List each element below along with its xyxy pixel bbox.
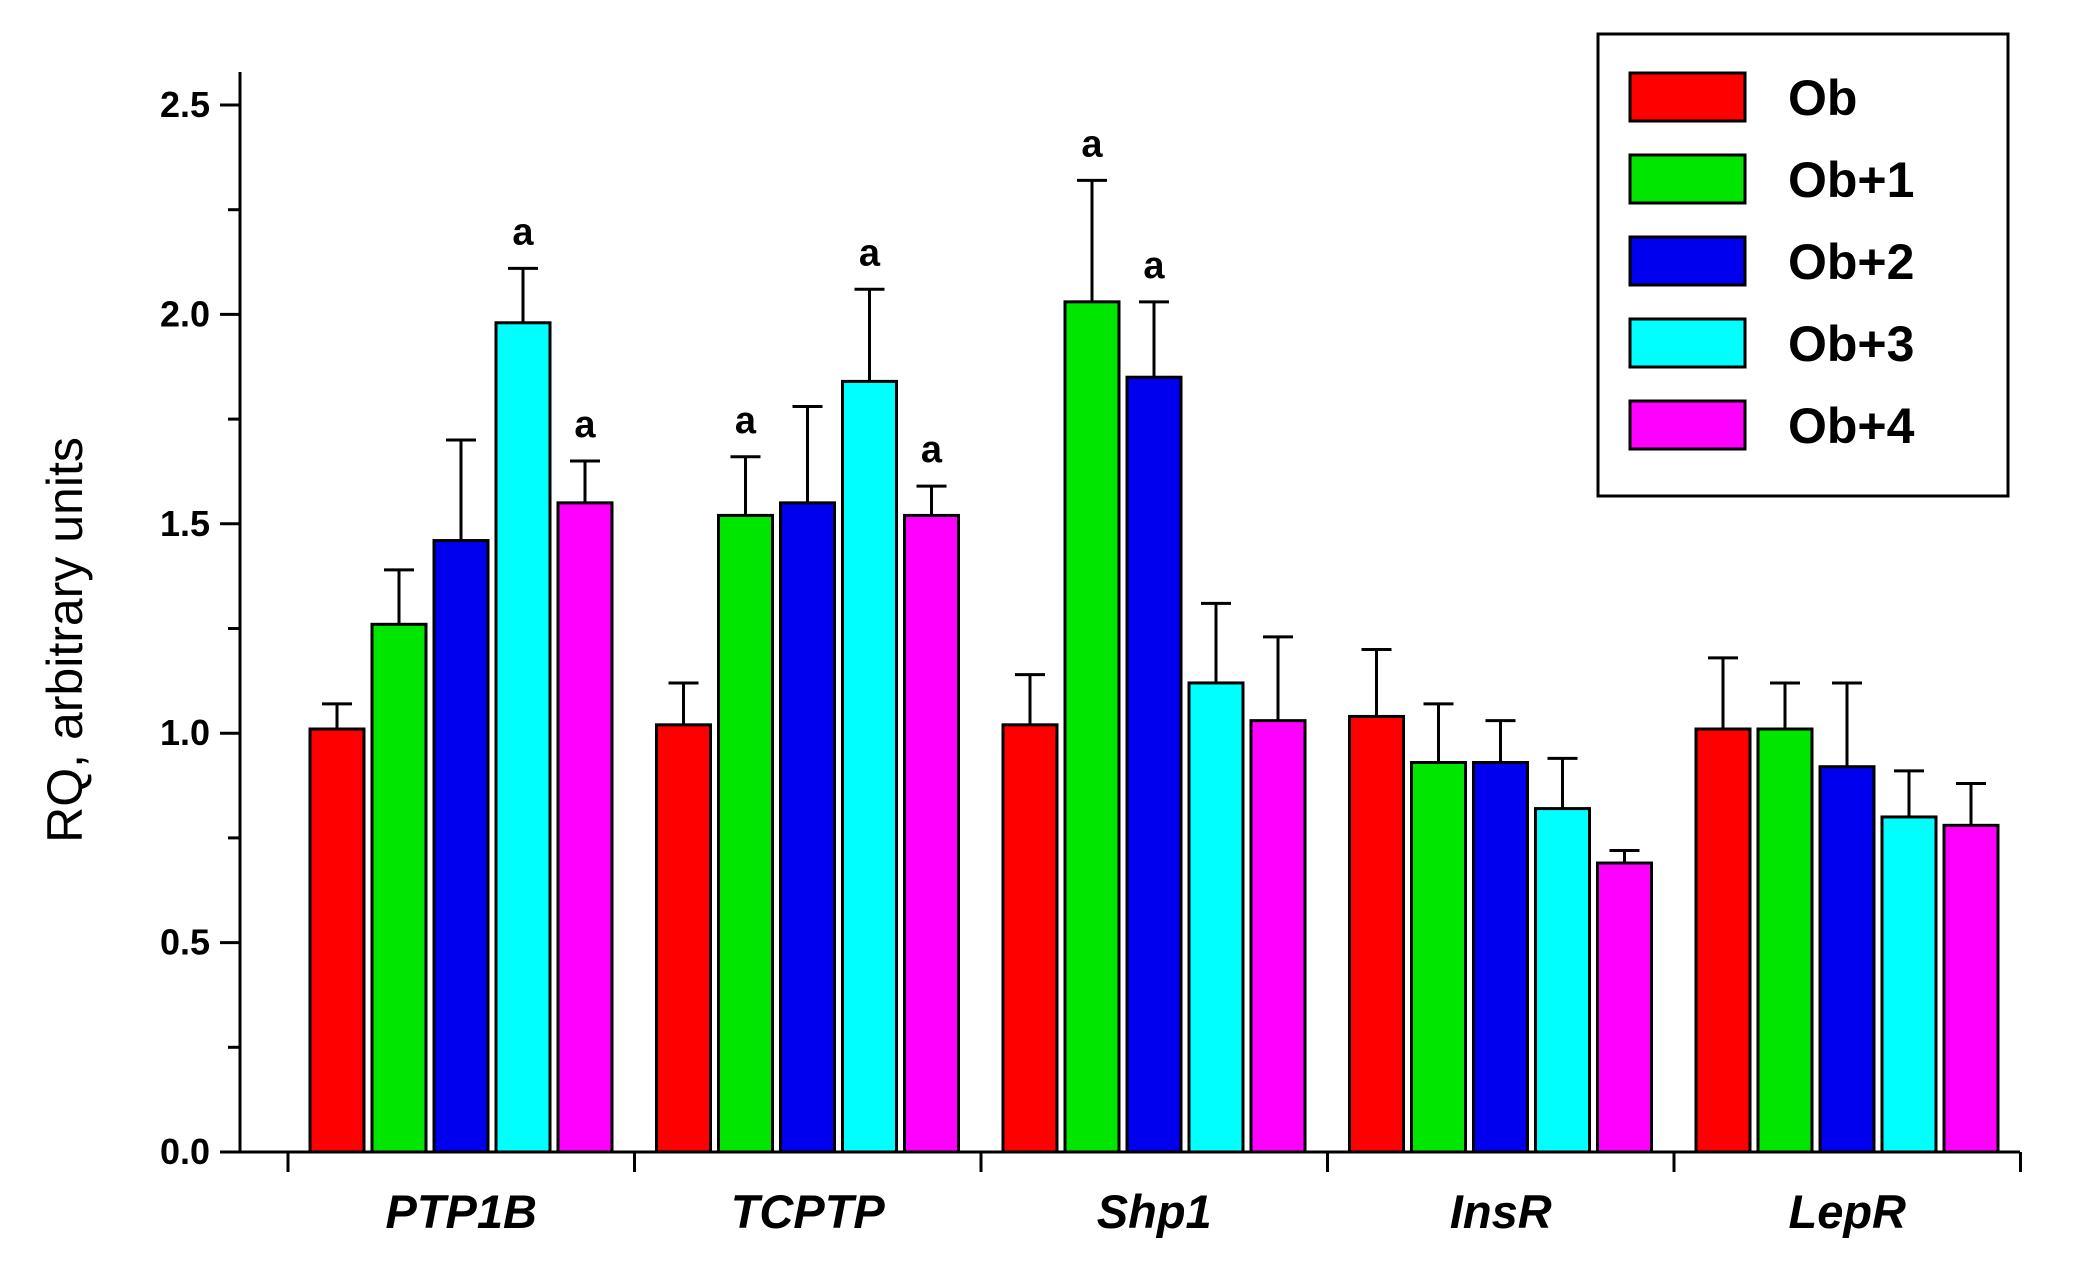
bar-ob-shp1 — [1001, 723, 1059, 1154]
y-tick-label: 1.0 — [160, 712, 210, 753]
bar-obplus1-shp1 — [1063, 300, 1121, 1154]
y-tick-label: 0.0 — [160, 1131, 210, 1172]
significance-annotation: a — [1081, 123, 1103, 165]
bar-obplus2-lepr — [1818, 765, 1876, 1154]
bar-obplus4-ptp1b — [556, 501, 614, 1154]
bar-obplus2-insr — [1472, 761, 1529, 1154]
legend-swatch — [1628, 235, 1747, 287]
bar-obplus3-shp1 — [1187, 681, 1245, 1154]
bar-obplus2-shp1 — [1125, 375, 1183, 1154]
significance-annotation: a — [574, 404, 596, 446]
legend-label: Ob+1 — [1788, 152, 1914, 208]
x-category-label: Shp1 — [1097, 1185, 1212, 1238]
legend-swatch — [1628, 71, 1747, 123]
bar-obplus2-tcptp — [779, 501, 836, 1154]
bar-obplus1-ptp1b — [370, 622, 428, 1154]
bar-obplus4-insr — [1596, 861, 1653, 1154]
y-tick-label: 2.5 — [160, 84, 210, 125]
bar-obplus1-insr — [1410, 761, 1467, 1154]
x-category-label: LepR — [1789, 1185, 1907, 1238]
bar-ob-tcptp — [655, 723, 712, 1154]
bar-obplus3-insr — [1534, 807, 1591, 1154]
legend: Ob Ob+1 Ob+2 Ob+3 Ob+4 — [1596, 32, 2010, 498]
x-category-label: InsR — [1450, 1185, 1552, 1238]
bar-obplus4-lepr — [1942, 823, 2000, 1154]
legend-swatch — [1628, 317, 1747, 369]
legend-label: Ob+2 — [1788, 234, 1914, 290]
significance-annotation: a — [1143, 245, 1165, 287]
bar-ob-ptp1b — [308, 727, 366, 1154]
x-category-label: TCPTP — [731, 1185, 886, 1238]
legend-label: Ob+4 — [1788, 398, 1915, 454]
bar-ob-insr — [1348, 714, 1405, 1154]
bar-obplus3-lepr — [1880, 815, 1938, 1154]
y-tick-label: 2.0 — [160, 293, 210, 334]
bars: a a a a a a a — [308, 123, 2000, 1154]
significance-annotation: a — [859, 232, 881, 274]
axes: 0.0 0.5 1.0 1.5 2.0 2.5 PTP1B TCPTP Shp1 InsR LepR — [160, 72, 2022, 1238]
legend-label: Ob+3 — [1788, 316, 1914, 372]
legend-swatch — [1628, 399, 1747, 451]
bar-obplus4-shp1 — [1249, 719, 1307, 1154]
legend-label: Ob — [1788, 70, 1857, 126]
y-tick-label: 0.5 — [160, 922, 210, 963]
bar-obplus3-tcptp — [841, 379, 898, 1154]
bar-ob-lepr — [1694, 727, 1752, 1154]
bar-obplus2-ptp1b — [432, 539, 490, 1154]
bar-obplus1-tcptp — [717, 513, 774, 1154]
y-tick-label: 1.5 — [160, 503, 210, 544]
significance-annotation: a — [735, 400, 757, 442]
bar-obplus4-tcptp — [903, 513, 960, 1154]
significance-annotation: a — [921, 429, 943, 471]
y-axis-title: RQ, arbitrary units — [37, 437, 93, 843]
legend-swatch — [1628, 153, 1747, 205]
x-category-label: PTP1B — [386, 1185, 538, 1238]
bar-obplus1-lepr — [1756, 727, 1814, 1154]
bar-obplus3-ptp1b — [494, 321, 552, 1154]
significance-annotation: a — [512, 211, 534, 253]
